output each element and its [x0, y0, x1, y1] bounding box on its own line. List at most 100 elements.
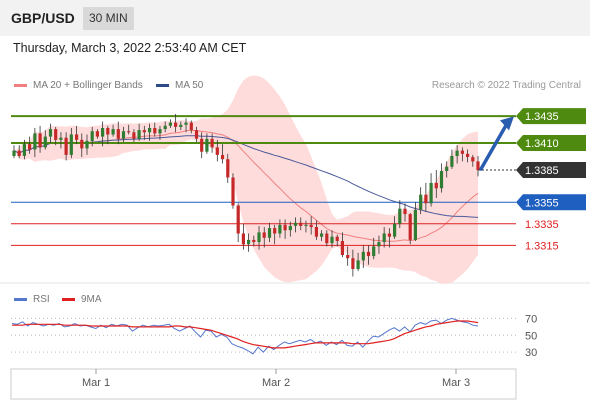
candle-body — [408, 214, 412, 240]
candle-body — [85, 140, 89, 149]
candle-body — [283, 224, 287, 231]
candle-body — [148, 128, 152, 133]
candle-body — [231, 177, 235, 206]
candle-body — [121, 131, 126, 139]
candle-body — [215, 147, 219, 155]
candle-body — [75, 134, 79, 140]
candle-body — [288, 225, 292, 231]
rsi-level-label: 70 — [525, 313, 537, 325]
candle-body — [59, 137, 63, 140]
candle-body — [304, 224, 308, 226]
candle-body — [393, 223, 397, 237]
level-label-support: 1.3355 — [525, 197, 559, 209]
rsi-ma-line — [12, 320, 479, 349]
legend-rsi: RSI — [14, 294, 50, 305]
forecast-arrow — [479, 123, 508, 171]
x-tick-label: Mar 2 — [262, 377, 290, 389]
candle-body — [439, 171, 444, 189]
candle-body — [361, 251, 365, 261]
candle-body — [90, 131, 94, 141]
candle-body — [252, 239, 256, 243]
candle-body — [466, 153, 470, 157]
copyright-text: Research © 2022 Trading Central — [431, 80, 581, 91]
candle-body — [137, 130, 141, 139]
ma20-legend-label: MA 20 + Bollinger Bands — [33, 80, 143, 91]
candle-body — [38, 133, 42, 148]
candle-body — [471, 157, 475, 162]
x-tick-label: Mar 1 — [82, 377, 110, 389]
candle-body — [48, 129, 53, 137]
candle-body — [320, 233, 324, 237]
candle-body — [309, 224, 313, 228]
level-tag-resistance — [516, 108, 586, 125]
candle-body — [64, 137, 68, 155]
candle-body — [335, 236, 339, 241]
candle-body — [158, 129, 162, 134]
forecast-arrow-head — [500, 116, 514, 131]
candle-body — [340, 241, 344, 255]
candle-body — [80, 139, 84, 149]
candle-body — [476, 161, 480, 170]
candle-body — [95, 131, 99, 137]
candle-body — [356, 260, 360, 269]
candle-body — [184, 122, 188, 125]
candle-body — [398, 208, 402, 224]
candle-body — [299, 222, 303, 226]
level-label-resistance: 1.3435 — [525, 111, 559, 123]
candle-body — [205, 138, 209, 152]
candle-body — [273, 228, 277, 234]
level-label-red: 1.3335 — [525, 219, 559, 231]
candle-body — [257, 232, 261, 243]
level-label-red: 1.3315 — [525, 240, 559, 252]
rsi-ma-swatch — [62, 298, 75, 301]
candle-body — [377, 242, 381, 247]
time-axis-frame — [10, 368, 517, 400]
rsi-legend-label: RSI — [33, 294, 50, 305]
rsi-level-label: 50 — [525, 330, 537, 342]
candle-body — [424, 194, 428, 204]
candle-body — [419, 194, 423, 210]
candle-body — [179, 124, 183, 127]
legend-ma50: MA 50 — [156, 80, 203, 91]
candle-body — [262, 232, 266, 238]
candle-body — [168, 122, 172, 126]
rsi-swatch — [14, 298, 27, 301]
level-tag-support — [516, 194, 586, 211]
x-tick-label: Mar 3 — [442, 377, 470, 389]
candle-body — [153, 128, 157, 134]
rsi-ma-legend-label: 9MA — [81, 294, 102, 305]
candle-body — [450, 156, 454, 167]
candle-body — [101, 128, 105, 137]
rsi-line — [11, 317, 479, 355]
candle-body — [247, 239, 251, 245]
candle-body — [200, 138, 204, 152]
candle-body — [194, 130, 199, 139]
candle-body — [278, 224, 282, 234]
rsi-level-label: 30 — [525, 347, 537, 359]
candle-body — [226, 159, 230, 178]
timeframe-button[interactable]: 30 MIN — [83, 7, 134, 30]
candle-body — [460, 150, 464, 154]
candle-body — [28, 144, 32, 150]
candle-body — [236, 205, 240, 234]
bollinger-band — [14, 75, 478, 284]
candle-body — [351, 258, 355, 269]
candle-body — [314, 227, 318, 237]
candle-body — [366, 251, 371, 257]
candle-body — [429, 182, 433, 204]
candle-body — [54, 129, 58, 140]
candle-body — [293, 222, 298, 226]
ma50-swatch — [156, 84, 169, 87]
header-bar: GBP/USD 30 MIN — [0, 0, 590, 36]
chart-datetime: Thursday, March 3, 2022 2:53:40 AM CET — [13, 41, 247, 55]
legend-rsi-ma: 9MA — [62, 294, 102, 305]
candle-body — [210, 138, 214, 148]
ma50-legend-label: MA 50 — [175, 80, 204, 91]
level-tag-resistance — [516, 135, 586, 152]
candle-body — [116, 129, 120, 139]
candle-body — [33, 133, 37, 150]
level-label-resistance: 1.3410 — [525, 138, 559, 150]
level-tag-current — [516, 161, 586, 178]
candle-body — [174, 122, 178, 127]
